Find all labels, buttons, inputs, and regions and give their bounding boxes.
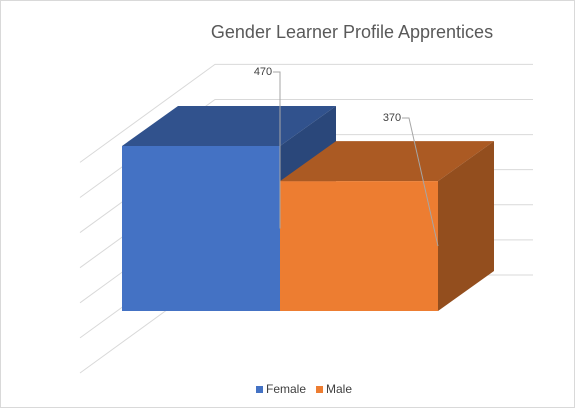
data-label: 470 [254, 66, 272, 78]
grid-line [79, 63, 533, 163]
bar-top [122, 106, 336, 146]
legend-swatch [256, 386, 263, 393]
legend-swatch [316, 386, 324, 393]
legend-label: Female [266, 382, 306, 396]
chart-title: Gender Learner Profile Apprentices [211, 22, 493, 42]
leader-line [402, 117, 439, 247]
bar [280, 181, 438, 311]
leader-line [273, 71, 281, 229]
data-label: 370 [383, 112, 401, 124]
bar-side [438, 141, 494, 311]
bar-top [280, 141, 494, 182]
bar [122, 146, 280, 311]
legend-label: Male [326, 382, 352, 396]
